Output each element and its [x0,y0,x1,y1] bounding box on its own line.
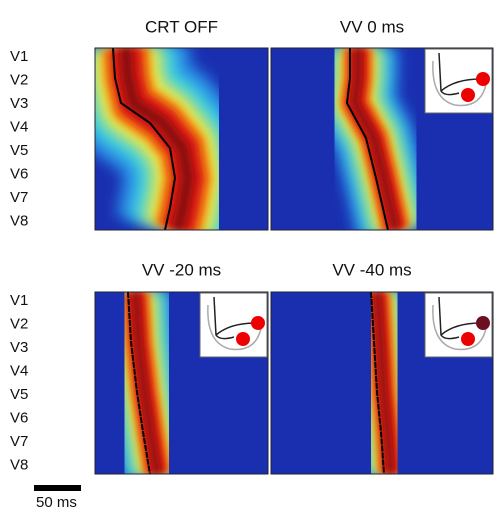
panel-frame [270,291,494,475]
panel-frame [94,47,269,231]
panel-title: VV -20 ms [142,260,221,279]
row-label: V1 [10,48,28,65]
row-label: V3 [10,339,28,356]
panel-frame [270,47,494,231]
lv-lead [476,72,490,86]
activation-line [370,292,385,474]
row-label: V3 [10,95,28,112]
rv-lead [461,332,475,346]
row-label: V1 [10,292,28,309]
row-label: V7 [10,433,28,450]
panel-frame [94,291,269,475]
lead-inset [424,48,493,114]
heatmap [95,292,268,474]
row-label: V2 [10,315,28,332]
heart-outline [207,304,263,351]
row-label: V5 [10,386,28,403]
lv-lead [476,316,490,330]
lead-inset [199,292,268,358]
row-label: V2 [10,71,28,88]
heart-outline [432,60,488,107]
row-label: V8 [10,212,28,229]
activation-line [127,292,151,474]
row-label: V5 [10,142,28,159]
row-label: V6 [10,409,28,426]
heat-band [351,48,400,230]
rv-lead [236,332,250,346]
heat-band [131,292,162,474]
scale-bar-label: 50 ms [36,494,77,510]
lv-lead [251,316,265,330]
activation-line [112,48,177,230]
row-label: V7 [10,189,28,206]
panel-title: VV -40 ms [332,260,411,279]
heatmap [95,48,268,230]
heart-outline [432,304,488,351]
row-label: V4 [10,118,28,135]
row-label: V8 [10,456,28,473]
row-label: V6 [10,165,28,182]
panel-title: CRT OFF [145,17,218,36]
heatmap [271,292,493,474]
heat-band [119,48,195,230]
panel-title: VV 0 ms [340,17,404,36]
row-label: V4 [10,362,28,379]
activation-line [345,48,389,230]
lead-inset [424,292,493,358]
scale-bar [34,485,81,491]
heat-band [374,292,395,474]
rv-lead [461,88,475,102]
